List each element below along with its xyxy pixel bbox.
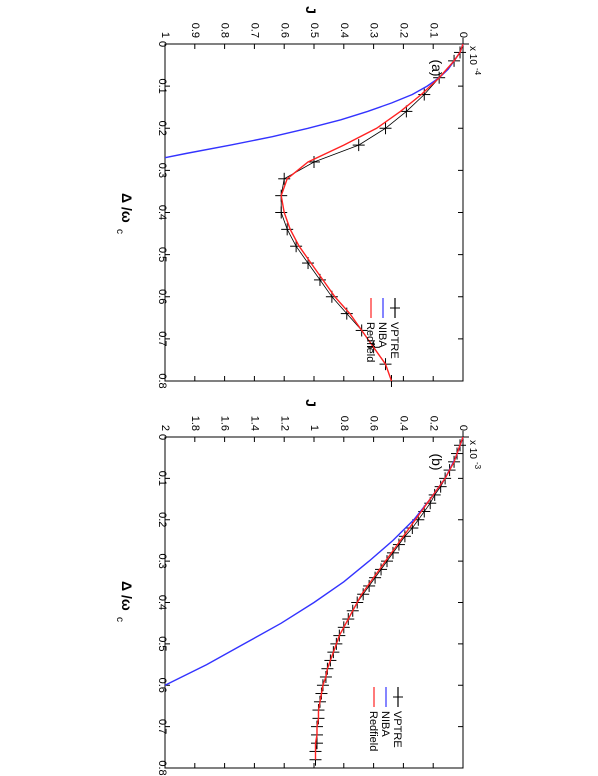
- chart-panel-a: 0 0.1 0.2 0.3 0.4 0.5 0.6 0.7 0.8 0 0.1 0.2 0.3 0.4 0.…: [114, 6, 482, 389]
- x-tick-label: 0.4: [156, 205, 168, 220]
- y-tick-label: 1.2: [278, 416, 290, 431]
- y-tick-label: 0.5: [308, 23, 320, 38]
- data-point: [386, 546, 399, 559]
- legend-label: NIBA: [376, 322, 388, 348]
- y-tick-label: 0: [457, 32, 469, 38]
- data-point: [398, 530, 411, 543]
- data-point: [363, 579, 376, 592]
- y-tick-label: 0.6: [278, 23, 290, 38]
- y-tick-label: 0: [457, 425, 469, 431]
- x-tick-label: 0: [156, 41, 168, 47]
- legend-label: Redfield: [367, 711, 379, 751]
- data-point: [375, 563, 388, 576]
- data-point: [379, 122, 392, 135]
- y-tick-label: 2: [159, 425, 171, 431]
- x-tick-label: 0.1: [156, 471, 168, 486]
- data-point: [381, 555, 394, 568]
- y-tick-label: 0.8: [338, 416, 350, 431]
- y-tick-label: 1.4: [248, 416, 260, 431]
- data-point: [434, 480, 447, 493]
- y-tick-label: 0.2: [427, 416, 439, 431]
- y-axis-label: J: [303, 399, 319, 407]
- data-point: [428, 488, 441, 501]
- y-tick-label: 0.7: [248, 23, 260, 38]
- legend-label: VPTRE: [391, 711, 403, 748]
- data-point: [308, 155, 320, 168]
- y-tick-label: 0.8: [219, 23, 231, 38]
- y-tick-label: 0.4: [397, 416, 409, 431]
- data-point: [290, 240, 303, 253]
- x-tick-label: 0.6: [156, 678, 168, 693]
- y-tick-label: 0.1: [427, 23, 439, 38]
- x-axis-label: Δ /ω c: [114, 581, 135, 622]
- legend-label: VPTRE: [388, 322, 400, 359]
- series-line-redfield: [280, 43, 464, 382]
- x-tick-label: 0.4: [156, 595, 168, 610]
- x-axis-label-subscript: c: [114, 617, 125, 622]
- panel-label: (b): [429, 453, 445, 470]
- y-tick-label: 1: [308, 425, 320, 431]
- y-tick-label: 0.2: [397, 23, 409, 38]
- x-axis-label-text: Δ /ω: [119, 193, 135, 223]
- multiplier-base: x 10: [467, 440, 478, 459]
- y-tick-label: 1.6: [219, 416, 231, 431]
- x-tick-label: 0.6: [156, 289, 168, 304]
- y-tick-label: 1: [159, 32, 171, 38]
- x-tick-label: 0.3: [156, 553, 168, 568]
- y-tick-label: 0.9: [189, 23, 201, 38]
- data-point: [369, 571, 382, 584]
- x-tick-label: 0.3: [156, 163, 168, 178]
- y-tick-label: 0.4: [338, 23, 350, 38]
- y-tick-label: 0.6: [368, 416, 380, 431]
- x-tick-label: 0.8: [156, 760, 168, 775]
- x-tick-label: 0.8: [156, 373, 168, 388]
- y-axis-label: J: [303, 6, 319, 14]
- x-tick-label: 0.2: [156, 121, 168, 136]
- data-point: [357, 588, 370, 601]
- x-tick-label: 0: [156, 434, 168, 440]
- data-point: [392, 538, 405, 551]
- multiplier-base: x 10: [467, 46, 478, 65]
- panel-label: (a): [429, 59, 445, 76]
- y-tick-label: 1.8: [189, 416, 201, 431]
- data-point: [275, 206, 288, 219]
- series-line-redfield: [314, 436, 464, 760]
- data-point: [310, 737, 323, 750]
- chart-panel-b: 0 0.1 0.2 0.3 0.4 0.5 0.6 0.7 0.8 0 0.2 0.4 0.6 0.8 1 1…: [114, 399, 482, 776]
- x-tick-label: 0.1: [156, 78, 168, 93]
- x-tick-label: 0.5: [156, 636, 168, 651]
- data-point: [281, 223, 294, 236]
- y-tick-label: 0.3: [368, 23, 380, 38]
- data-point: [352, 139, 365, 152]
- multiplier-exponent: -3: [473, 462, 482, 470]
- axis-multiplier: x 10 -4: [467, 46, 482, 76]
- legend-label: Redfield: [364, 322, 376, 362]
- x-tick-label: 0.5: [156, 247, 168, 262]
- x-axis-label-subscript: c: [114, 229, 125, 234]
- x-axis-label: Δ /ω c: [114, 193, 135, 234]
- x-tick-label: 0.7: [156, 719, 168, 734]
- x-axis-label-text: Δ /ω: [119, 581, 135, 611]
- legend-label: NIBA: [379, 711, 391, 737]
- x-tick-label: 0.2: [156, 512, 168, 527]
- x-tick-label: 0.7: [156, 331, 168, 346]
- multiplier-exponent: -4: [473, 68, 482, 76]
- axis-multiplier: x 10 -3: [467, 440, 482, 470]
- series-line-vptre: [280, 43, 464, 382]
